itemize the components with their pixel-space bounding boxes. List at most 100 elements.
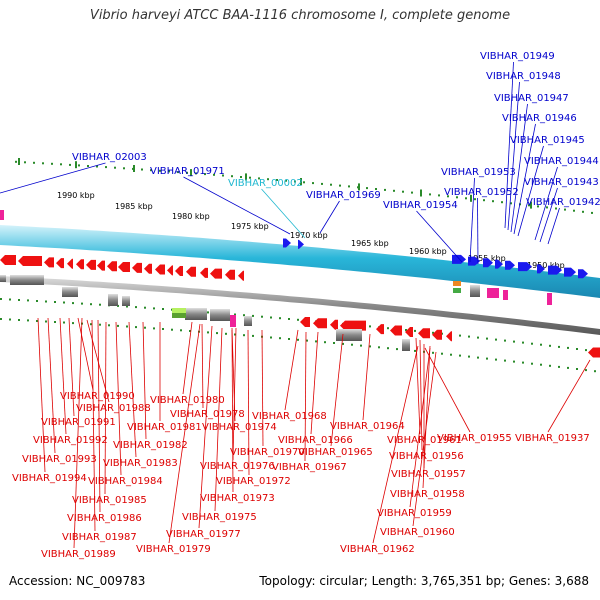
feature-box [62,287,78,297]
leader-line-top [319,200,340,234]
gene-label-bottom: VIBHAR_01990 [60,391,135,402]
leader-line-top [183,176,291,235]
gene-label-bottom: VIBHAR_01970 [230,447,305,458]
ruler-dot [504,359,506,362]
ruler-dot [573,209,575,212]
ruler-dot [114,166,116,169]
gene-label-bottom: VIBHAR_01988 [76,403,151,414]
ruler-dot [585,349,587,352]
ruler-dot [54,321,56,323]
ruler-track: 1990 kbp 1985 kbp 1980 kbp 1975 kbp 1970 kbp… [0,158,596,373]
gene-label-top: VIBHAR_01949 [480,51,555,62]
feature-box [470,285,480,297]
ruler-dot [117,324,119,327]
ruler-dot [432,351,434,354]
gene-label-bottom: VIBHAR_01976 [200,461,275,472]
backbone-ring [0,225,600,298]
leader-line-bottom [115,321,122,476]
ruler-dot [324,341,326,344]
ruler-dot [60,163,62,166]
gene-label-bottom: VIBHAR_01956 [389,451,464,462]
ruler-dot [252,314,254,317]
leader-line-bottom [201,323,204,409]
leader-line-bottom [73,317,83,549]
ruler-dot [441,352,443,355]
leader-line-bottom [128,321,137,458]
label-leader-lines [0,61,591,549]
ruler-dot [378,346,380,349]
ruler-dot [411,191,413,194]
leader-line-bottom [362,333,371,421]
gene-label-bottom: VIBHAR_01975 [182,512,257,523]
ruler-dot [375,188,377,190]
ruler-kbp-label: 1950 kbp [527,261,565,270]
reverse-gene [390,325,402,336]
ruler-dot [540,363,542,366]
forward-gene [578,269,588,279]
reverse-gene [175,265,183,276]
reverse-gene [432,329,442,340]
reverse-gene [155,264,165,275]
leader-line-bottom [47,317,56,454]
forward-gene [483,258,493,268]
forward-gene [495,259,503,269]
ruler-dot [339,184,341,187]
ruler-dot [522,361,524,364]
ruler-dot [432,331,434,334]
ruler-dot [369,325,371,328]
leader-line-top [507,81,520,231]
ruler-dot [267,178,269,181]
ruler-dot [45,300,47,303]
gene-label-bottom: VIBHAR_01991 [41,417,116,428]
reverse-gene [144,263,152,274]
gene-label-bottom: VIBHAR_01964 [330,421,405,432]
ruler-dot [153,327,155,330]
ruler-dot [177,171,179,174]
ruler-dot [90,323,92,326]
reverse-gene [76,259,84,270]
ruler-dot [144,326,146,329]
forward-gene [505,260,515,270]
ruler-dot [402,190,404,193]
ruler-dot [288,318,290,320]
feature-marker [230,315,236,327]
feature-box [0,275,6,282]
gc-ring [0,276,600,335]
ruler-dot [168,170,170,173]
ruler-dot [63,301,65,304]
gene-label-top: VIBHAR_00002 [228,178,303,189]
gene-label-bottom: VIBHAR_01977 [166,529,241,540]
ruler-dot [72,322,74,325]
ruler-dot [15,160,17,163]
gene-label-bottom: VIBHAR_01980 [150,395,225,406]
reverse-gene [167,265,173,276]
ruler-major-tick [358,183,360,191]
ruler-dot [231,175,233,178]
ruler-major-tick [420,189,422,197]
ruler-dot [45,320,47,323]
ruler-dot [567,346,569,349]
leader-line-top [477,197,479,265]
ruler-dot [558,365,560,368]
ruler-dot [387,327,389,330]
leader-line-top [416,210,463,263]
ruler-dot [558,345,560,348]
map-title: Vibrio harveyi ATCC BAA-1116 chromosome … [89,8,511,23]
ruler-kbp-label: 1990 kbp [57,191,95,200]
gene-label-bottom: VIBHAR_01962 [340,544,415,555]
ruler-dot [576,348,578,350]
forward-gene [518,262,532,272]
gene-label-top: VIBHAR_01946 [502,113,577,124]
ruler-dot [504,339,506,342]
ruler-dot [162,308,164,310]
leader-line-top [539,187,558,243]
leader-line-bottom [91,319,96,532]
ruler-dot [96,165,98,168]
leader-line-bottom [68,317,75,417]
ruler-dot [108,324,110,327]
ruler-dot [546,206,548,209]
leader-line-bottom [547,359,591,433]
ruler-dot [450,353,452,356]
reverse-gene [418,328,430,339]
